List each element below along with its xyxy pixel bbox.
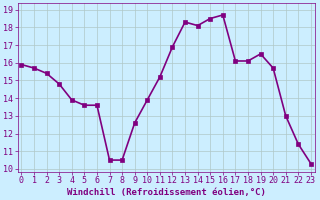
- X-axis label: Windchill (Refroidissement éolien,°C): Windchill (Refroidissement éolien,°C): [67, 188, 266, 197]
